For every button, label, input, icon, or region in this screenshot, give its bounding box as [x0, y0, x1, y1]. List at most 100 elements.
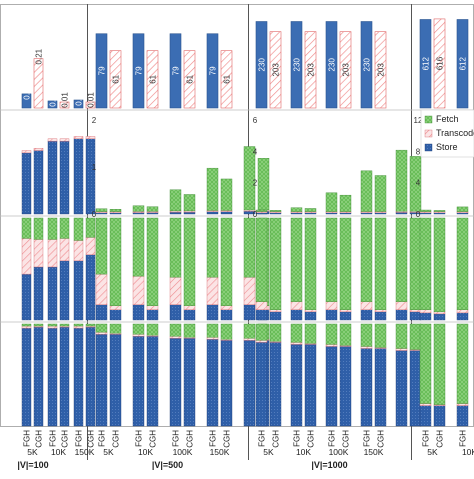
row4-transcode-segment — [395, 348, 408, 351]
row3-fetch-segment — [206, 217, 219, 278]
row3-store-segment — [304, 311, 317, 321]
row1-data-label: 61 — [223, 74, 232, 83]
row3-transcode-segment — [33, 239, 44, 268]
x-bar-label: FGH — [209, 430, 218, 447]
x-bar-label: FGH — [49, 430, 58, 447]
row3-fetch-segment — [419, 217, 432, 311]
x-bar-label: CGH — [436, 430, 445, 448]
row1-data-label: 230 — [293, 58, 302, 72]
row1-bar-g2-2 — [290, 21, 303, 109]
row3-transcode-segment — [409, 309, 422, 313]
row3-fetch-segment — [95, 217, 108, 275]
row3-fetch-segment — [456, 217, 469, 311]
x-bar-label: CGH — [35, 430, 44, 448]
row1-bar-g2-7 — [374, 31, 387, 109]
row4-transcode-segment — [456, 403, 469, 406]
row3-store-segment — [374, 311, 387, 321]
row4-fetch-segment — [95, 323, 108, 333]
row1-data-label: 230 — [363, 58, 372, 72]
x-bar-label: CGH — [87, 430, 96, 448]
row3-store-segment — [325, 309, 338, 321]
row4-fetch-segment — [374, 323, 387, 348]
row4-store-segment — [95, 334, 108, 427]
row3-transcode-segment — [243, 276, 256, 305]
row3-store-segment — [290, 309, 303, 321]
row3-transcode-segment — [374, 309, 387, 313]
row1-bar-g1-2 — [132, 33, 145, 109]
row2-y-tick-label: 1 — [92, 163, 97, 172]
row4-store-segment — [21, 327, 32, 427]
row3-transcode-segment — [85, 237, 96, 255]
row3-fetch-segment — [47, 217, 58, 240]
row2-fetch-segment — [169, 189, 182, 212]
row4-fetch-segment — [269, 323, 282, 342]
row3-fetch-segment — [220, 217, 233, 306]
row3-store-segment — [395, 309, 408, 321]
row1-data-label: 203 — [272, 63, 281, 77]
row2-store-segment — [395, 212, 408, 215]
row2-fetch-segment — [360, 170, 373, 212]
row3-store-segment — [169, 304, 182, 321]
row3-transcode-segment — [395, 301, 408, 311]
row3-store-segment — [419, 312, 432, 321]
row3-fetch-segment — [374, 217, 387, 311]
row2-y-tick-label: 4 — [253, 147, 258, 156]
x-bar-label: FGH — [172, 430, 181, 447]
row1-bar-g2-4 — [325, 21, 338, 109]
row1-bar-g1-1 — [109, 50, 122, 109]
row2-y-tick-label: 2 — [92, 116, 97, 125]
row2-fetch-segment — [419, 209, 432, 212]
x-category-label: 100K — [173, 447, 193, 457]
x-bar-label: FGH — [98, 430, 107, 447]
row2-y-tick-label: 2 — [253, 179, 258, 188]
row2-fetch-segment — [257, 158, 270, 211]
row4-transcode-segment — [419, 403, 432, 406]
row2-transcode-segment — [21, 150, 32, 154]
row3-fetch-segment — [325, 217, 338, 302]
row1-data-label: 0.06 — [23, 84, 32, 100]
row2-store-segment — [21, 152, 32, 215]
row4-transcode-segment — [206, 337, 219, 340]
row2-fetch-segment — [269, 210, 282, 212]
row4-transcode-segment — [47, 325, 58, 329]
row3-fetch-segment — [290, 217, 303, 302]
row3-transcode-segment — [290, 301, 303, 311]
row2-fetch-segment — [206, 167, 219, 211]
row3-store-segment — [47, 266, 58, 321]
row3-store-segment — [456, 312, 469, 321]
row3-fetch-segment — [395, 217, 408, 302]
row1-bar-g0-5 — [85, 101, 96, 109]
row3-transcode-segment — [132, 275, 145, 305]
row2-store-segment — [132, 212, 145, 215]
row2-fetch-segment — [109, 209, 122, 212]
row1-bar-g2-0 — [255, 21, 268, 109]
row1-data-label: 79 — [98, 66, 107, 75]
x-bar-label: FGH — [363, 430, 372, 447]
row2-fetch-segment — [220, 178, 233, 211]
row4-store-segment — [243, 340, 256, 427]
row1-bar-g0-0 — [21, 93, 32, 109]
row2-transcode-segment — [59, 138, 70, 142]
row4-transcode-segment — [325, 344, 338, 347]
row2-store-segment — [220, 211, 233, 215]
row4-store-segment — [59, 326, 70, 427]
row1-bar-g1-3 — [146, 50, 159, 109]
row1-bar-g3-1 — [433, 18, 446, 109]
row2-y-tick-label: 0 — [92, 210, 97, 219]
row4-fetch-segment — [183, 323, 196, 338]
legend-label-store: Store — [436, 142, 458, 152]
x-bar-label: CGH — [186, 430, 195, 448]
row3-store-segment — [183, 309, 196, 321]
row3-store-segment — [73, 260, 84, 321]
row4-store-segment — [409, 350, 422, 427]
row1-data-label: 230 — [328, 58, 337, 72]
row3-store-segment — [21, 273, 32, 321]
row1-bar-g1-0 — [95, 33, 108, 109]
row4-store-segment — [433, 405, 446, 427]
row3-transcode-segment — [304, 309, 317, 313]
x-bar-label: FGH — [293, 430, 302, 447]
row4-store-segment — [169, 338, 182, 427]
x-category-label: 150K — [75, 447, 95, 457]
row1-bar-g0-1 — [33, 58, 44, 109]
row4-fetch-segment — [33, 323, 44, 327]
